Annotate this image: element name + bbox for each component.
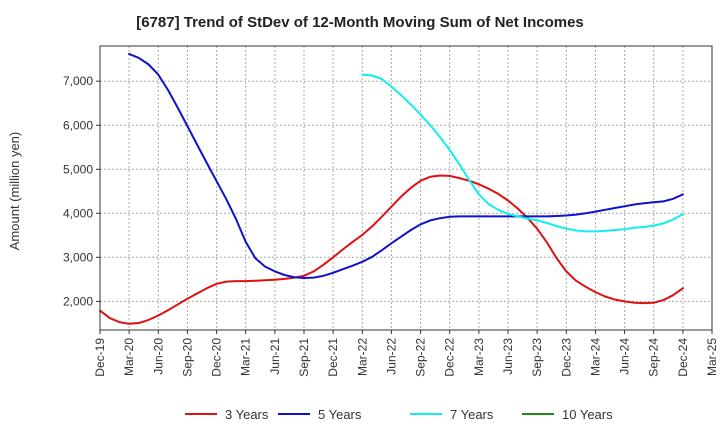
y-tick-label: 5,000 <box>63 162 93 176</box>
x-tick-label: Dec-21 <box>326 338 340 377</box>
legend-label: 5 Years <box>318 407 362 422</box>
legend: 3 Years 5 Years 7 Years 10 Years <box>185 407 613 422</box>
chart-title: [6787] Trend of StDev of 12-Month Moving… <box>136 14 584 31</box>
legend-item: 3 Years <box>185 407 269 422</box>
x-tick-label: Jun-24 <box>618 338 632 375</box>
legend-item: 7 Years <box>410 407 494 422</box>
x-tick-label: Jun-23 <box>501 338 515 375</box>
series-line-5-years <box>128 52 684 279</box>
y-axis-label: Amount (million yen) <box>7 132 22 251</box>
y-tick-label: 2,000 <box>63 294 93 308</box>
x-tick-label: Sep-24 <box>647 338 661 377</box>
x-tick-label: Dec-23 <box>559 338 573 377</box>
y-tick-label: 3,000 <box>63 250 93 264</box>
x-tick-label: Dec-19 <box>93 338 107 377</box>
legend-item: 5 Years <box>278 407 362 422</box>
series-line-7-years <box>361 73 684 233</box>
y-tick-label: 6,000 <box>63 118 93 132</box>
legend-label: 3 Years <box>225 407 269 422</box>
y-tick-label: 7,000 <box>63 74 93 88</box>
x-tick-label: Mar-24 <box>588 338 602 376</box>
x-tick-label: Mar-25 <box>705 338 719 376</box>
x-tick-label: Sep-20 <box>180 338 194 377</box>
legend-label: 7 Years <box>450 407 494 422</box>
x-tick-label: Jun-20 <box>151 338 165 375</box>
x-tick-label: Mar-21 <box>239 338 253 376</box>
series-line-3-years <box>99 174 684 325</box>
legend-item: 10 Years <box>522 407 613 422</box>
grid-layer <box>100 46 712 330</box>
y-axis-ticks: 2,000 3,000 4,000 5,000 6,000 7,000 <box>63 74 100 308</box>
x-tick-label: Jun-21 <box>268 338 282 375</box>
x-tick-label: Dec-24 <box>676 338 690 377</box>
x-tick-label: Mar-20 <box>122 338 136 376</box>
x-tick-label: Dec-22 <box>443 338 457 377</box>
x-tick-label: Mar-23 <box>472 338 486 376</box>
x-tick-label: Sep-23 <box>530 338 544 377</box>
x-tick-label: Mar-22 <box>355 338 369 376</box>
x-tick-label: Sep-22 <box>414 338 428 377</box>
x-tick-label: Sep-21 <box>297 338 311 377</box>
legend-label: 10 Years <box>562 407 613 422</box>
y-tick-label: 4,000 <box>63 206 93 220</box>
x-axis-ticks: Dec-19 Mar-20 Jun-20 Sep-20 Dec-20 Mar-21 Jun-… <box>93 330 719 377</box>
series-layer <box>99 52 684 325</box>
x-tick-label: Dec-20 <box>210 338 224 377</box>
plot-area-frame <box>99 45 713 331</box>
x-tick-label: Jun-22 <box>384 338 398 375</box>
